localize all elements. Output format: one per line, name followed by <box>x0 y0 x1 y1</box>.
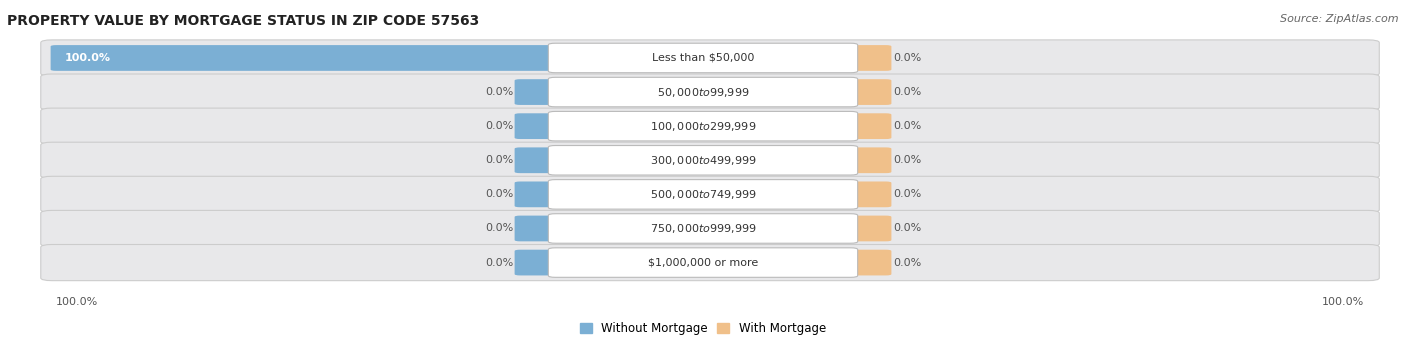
Text: $50,000 to $99,999: $50,000 to $99,999 <box>657 86 749 99</box>
Text: 0.0%: 0.0% <box>485 155 513 165</box>
Text: 0.0%: 0.0% <box>893 87 921 97</box>
Text: 0.0%: 0.0% <box>485 223 513 234</box>
Text: 0.0%: 0.0% <box>893 223 921 234</box>
Text: 0.0%: 0.0% <box>485 257 513 268</box>
Text: 0.0%: 0.0% <box>893 155 921 165</box>
Text: Source: ZipAtlas.com: Source: ZipAtlas.com <box>1281 14 1399 24</box>
Legend: Without Mortgage, With Mortgage: Without Mortgage, With Mortgage <box>581 322 825 335</box>
Text: 100.0%: 100.0% <box>65 53 111 63</box>
Text: $500,000 to $749,999: $500,000 to $749,999 <box>650 188 756 201</box>
Text: PROPERTY VALUE BY MORTGAGE STATUS IN ZIP CODE 57563: PROPERTY VALUE BY MORTGAGE STATUS IN ZIP… <box>7 14 479 28</box>
Text: 0.0%: 0.0% <box>893 53 921 63</box>
Text: 0.0%: 0.0% <box>485 189 513 199</box>
Text: Less than $50,000: Less than $50,000 <box>652 53 754 63</box>
Text: 0.0%: 0.0% <box>893 189 921 199</box>
Text: $750,000 to $999,999: $750,000 to $999,999 <box>650 222 756 235</box>
Text: 0.0%: 0.0% <box>485 87 513 97</box>
Text: 0.0%: 0.0% <box>893 257 921 268</box>
Text: $1,000,000 or more: $1,000,000 or more <box>648 257 758 268</box>
Text: 0.0%: 0.0% <box>485 121 513 131</box>
Text: 100.0%: 100.0% <box>56 297 98 307</box>
Text: 100.0%: 100.0% <box>1322 297 1364 307</box>
Text: 0.0%: 0.0% <box>893 121 921 131</box>
Text: $100,000 to $299,999: $100,000 to $299,999 <box>650 120 756 133</box>
Text: $300,000 to $499,999: $300,000 to $499,999 <box>650 154 756 167</box>
